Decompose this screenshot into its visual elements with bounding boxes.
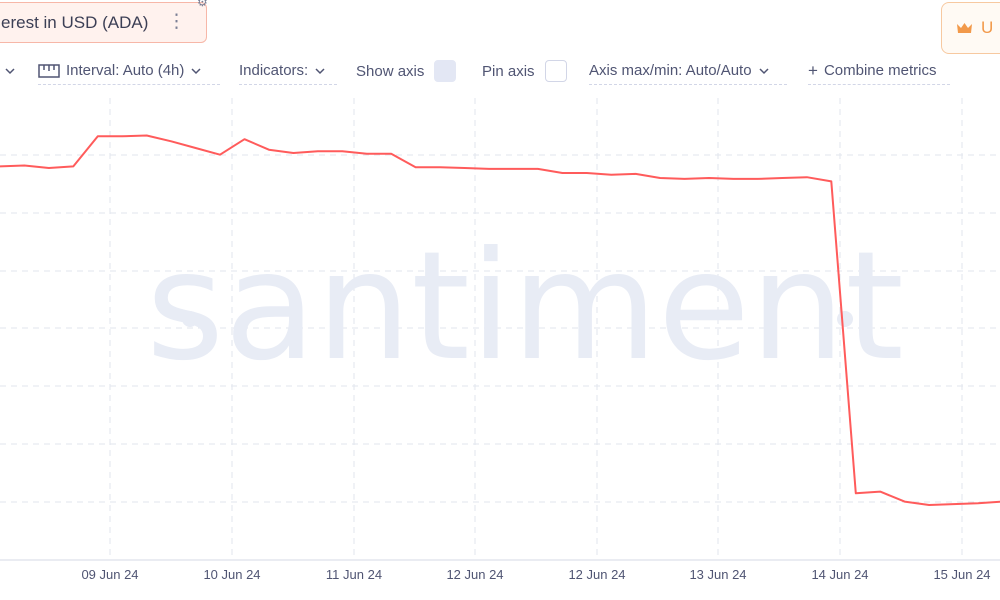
series-layer xyxy=(0,134,1000,506)
crown-icon xyxy=(957,23,972,33)
chevron-down-icon xyxy=(5,68,15,75)
pin-axis-toggle[interactable]: Pin axis xyxy=(482,57,567,85)
chevron-down-icon xyxy=(315,67,325,74)
indicators-dropdown[interactable]: Indicators: xyxy=(239,57,337,85)
x-tick-label: 13 Jun 24 xyxy=(689,567,746,582)
show-axis-label: Show axis xyxy=(356,62,425,80)
indicators-label: Indicators: xyxy=(239,62,309,79)
metric-label: erest in USD (ADA) xyxy=(1,12,149,32)
x-tick-label: 10 Jun 24 xyxy=(203,567,260,582)
x-tick-label: 15 Jun 24 xyxy=(933,567,990,582)
gear-icon[interactable]: ⚙ xyxy=(197,0,208,9)
combine-metrics-button[interactable]: + Combine metrics xyxy=(808,57,950,85)
axis-maxmin-label: Axis max/min: Auto/Auto xyxy=(589,62,752,79)
x-tick-label: 14 Jun 24 xyxy=(811,567,868,582)
interval-dropdown[interactable]: Interval: Auto (4h) xyxy=(38,57,220,85)
x-tick-label: 09 Jun 24 xyxy=(81,567,138,582)
metric-chip[interactable]: erest in USD (ADA) ⋮ xyxy=(0,2,207,43)
upgrade-button[interactable]: U xyxy=(941,2,1000,54)
ruler-icon xyxy=(38,63,60,78)
upgrade-label: U xyxy=(981,18,994,37)
combine-metrics-label: Combine metrics xyxy=(823,62,937,79)
interval-label: Interval: Auto (4h) xyxy=(66,62,185,79)
watermark-text: santiment xyxy=(146,220,904,394)
series-line-0 xyxy=(0,134,1000,506)
show-axis-toggle[interactable]: Show axis xyxy=(356,57,457,85)
x-tick-label: 12 Jun 24 xyxy=(446,567,503,582)
chart-grid xyxy=(0,98,1000,561)
pin-axis-label: Pin axis xyxy=(482,62,535,80)
chevron-down-icon xyxy=(759,67,769,74)
watermark-dot-right xyxy=(837,311,853,327)
chevron-down-icon xyxy=(191,67,201,74)
plus-icon: + xyxy=(808,60,818,80)
show-axis-checkbox[interactable] xyxy=(434,60,457,82)
axis-maxmin-dropdown[interactable]: Axis max/min: Auto/Auto xyxy=(589,57,787,85)
x-tick-label: 11 Jun 24 xyxy=(326,567,382,582)
watermark-dot-left xyxy=(182,311,198,327)
pin-axis-checkbox[interactable] xyxy=(544,60,567,82)
toolbar-dropdown-left[interactable] xyxy=(4,57,16,85)
vertical-dots-icon[interactable]: ⋮ xyxy=(167,11,186,32)
x-tick-label: 12 Jun 24 xyxy=(568,567,625,582)
